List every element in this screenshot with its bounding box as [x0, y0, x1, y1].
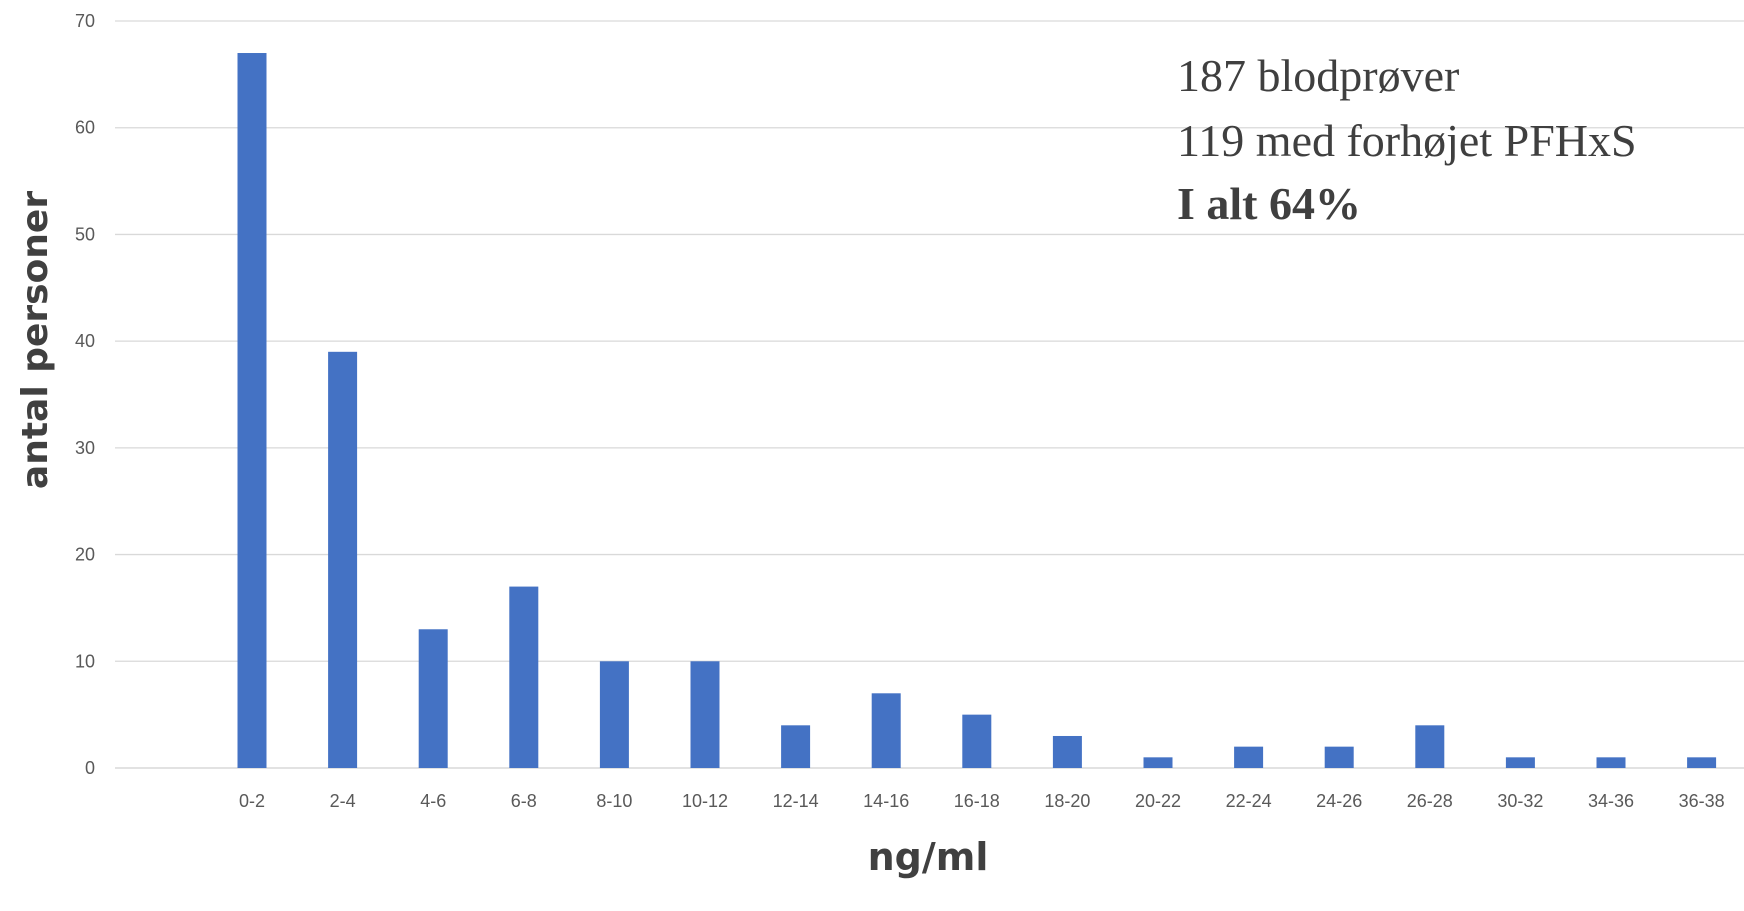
bar — [1052, 735, 1082, 768]
bar — [1505, 757, 1535, 768]
y-tick-label: 70 — [75, 11, 95, 31]
bar — [1324, 746, 1354, 768]
x-axis-label: ng/ml — [868, 835, 989, 879]
bar — [599, 661, 629, 768]
y-tick-label: 10 — [75, 651, 95, 671]
bar — [871, 693, 901, 768]
bar — [1596, 757, 1626, 768]
x-tick-label: 12-14 — [773, 791, 819, 811]
x-tick-label: 36-38 — [1679, 791, 1725, 811]
y-tick-label: 30 — [75, 438, 95, 458]
y-tick-label: 60 — [75, 118, 95, 138]
annotation-box: 187 blodprøver 119 med forhøjet PFHxS I … — [1177, 50, 1637, 229]
gridlines — [115, 20, 1744, 769]
x-tick-label: 26-28 — [1407, 791, 1453, 811]
x-tick-label: 30-32 — [1497, 791, 1543, 811]
x-tick-label: 20-22 — [1135, 791, 1181, 811]
bar — [962, 714, 992, 768]
x-tick-label: 2-4 — [330, 791, 356, 811]
bar — [1143, 757, 1173, 768]
x-tick-label: 16-18 — [954, 791, 1000, 811]
bars — [237, 53, 1717, 769]
y-tick-label: 0 — [85, 758, 95, 778]
x-tick-label: 34-36 — [1588, 791, 1634, 811]
bar — [1687, 757, 1717, 768]
annotation-line-1: 187 blodprøver — [1177, 50, 1459, 101]
y-tick-label: 40 — [75, 331, 95, 351]
x-tick-label: 24-26 — [1316, 791, 1362, 811]
bar — [418, 629, 448, 768]
x-tick-label: 14-16 — [863, 791, 909, 811]
bar — [237, 53, 267, 769]
x-tick-label: 0-2 — [239, 791, 265, 811]
x-tick-label: 6-8 — [511, 791, 537, 811]
y-axis-label: antal personer — [15, 191, 56, 489]
x-tick-label: 22-24 — [1226, 791, 1272, 811]
bar — [690, 661, 720, 768]
bar — [509, 586, 539, 768]
x-tick-label: 10-12 — [682, 791, 728, 811]
x-axis-ticks: 0-2 2-4 4-6 6-8 8-10 10-12 12-14 14-16 16-18 18-2… — [239, 791, 1725, 811]
y-tick-label: 20 — [75, 545, 95, 565]
x-tick-label: 18-20 — [1044, 791, 1090, 811]
bar — [328, 351, 358, 768]
x-tick-label: 4-6 — [420, 791, 446, 811]
x-tick-label: 8-10 — [596, 791, 632, 811]
y-axis-ticks: 0 10 20 30 40 50 60 70 — [75, 11, 95, 778]
bar — [1234, 746, 1264, 768]
y-tick-label: 50 — [75, 224, 95, 244]
bar — [781, 725, 811, 768]
annotation-line-2: 119 med forhøjet PFHxS — [1177, 115, 1637, 166]
bar — [1415, 725, 1445, 768]
annotation-line-3: I alt 64% — [1177, 178, 1361, 229]
